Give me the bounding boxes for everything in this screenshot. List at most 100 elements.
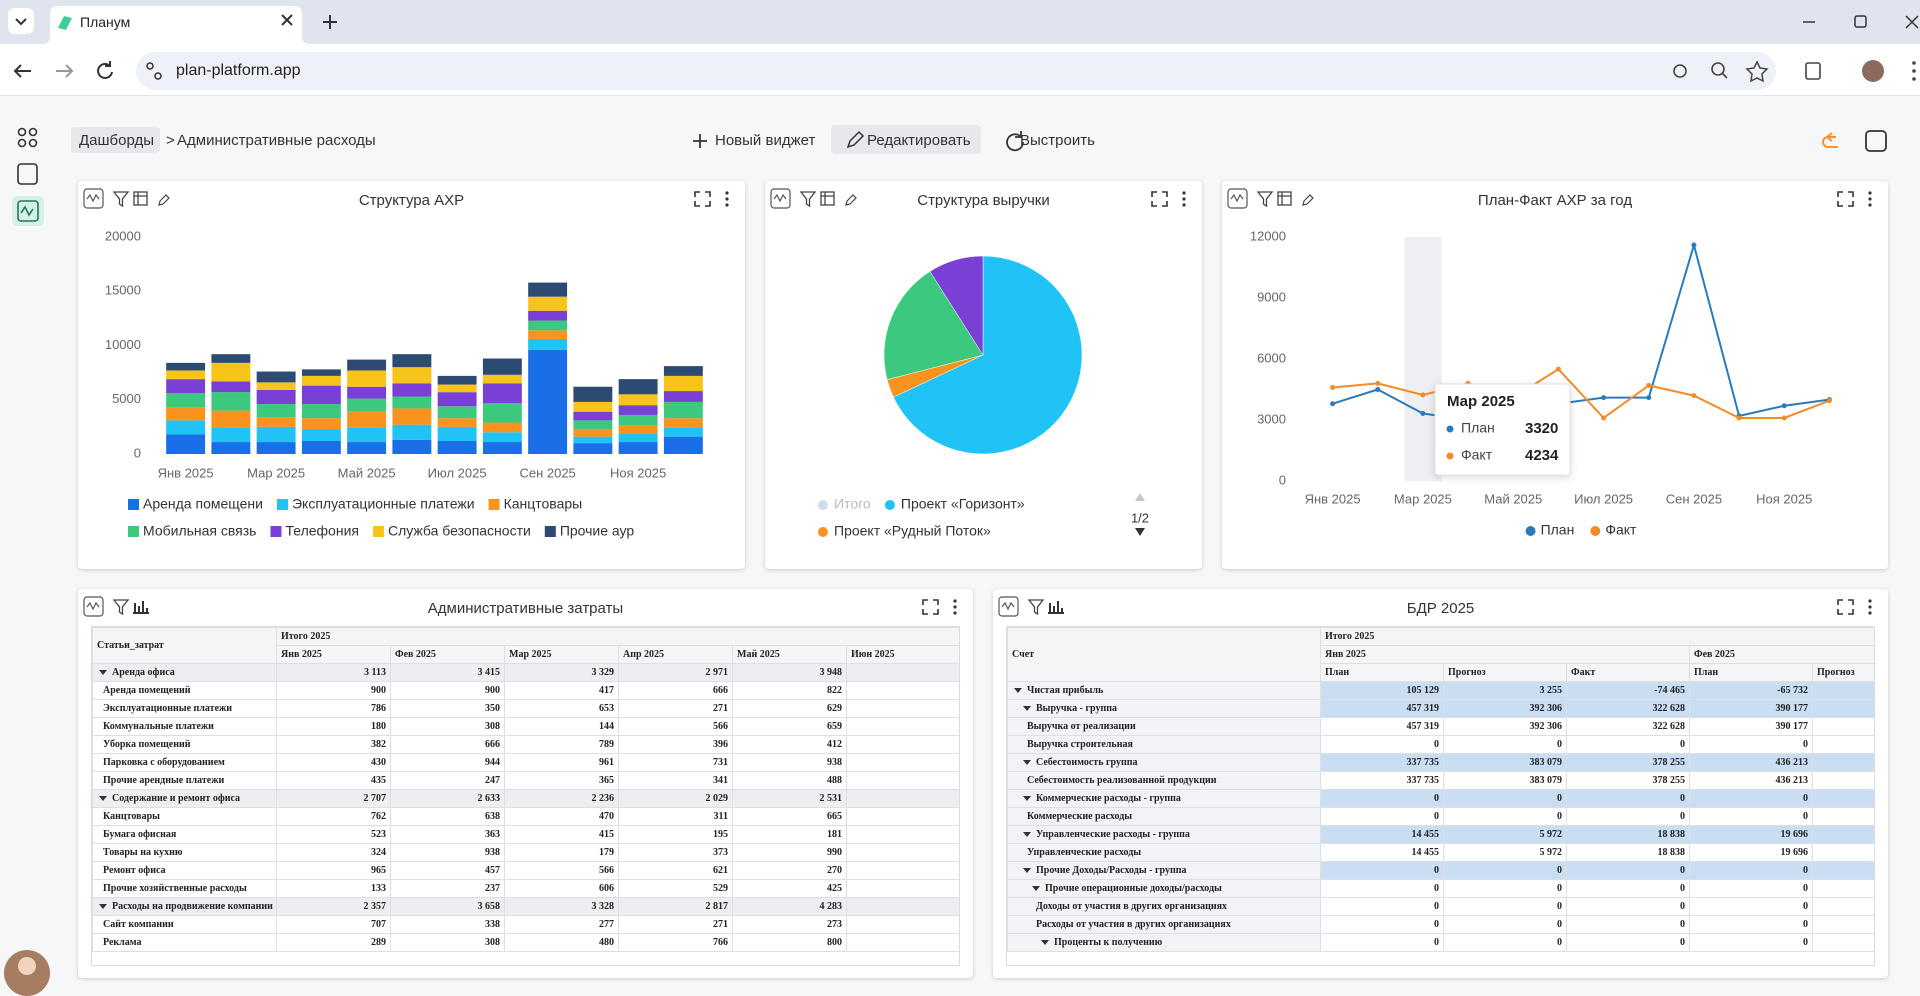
group-row[interactable]: Выручка - группа457 319392 306322 628390… [1008, 700, 1876, 718]
close-window[interactable] [1906, 16, 1918, 28]
legend-item[interactable]: Мобильная связь [128, 523, 256, 539]
expand-caret[interactable] [1023, 760, 1031, 765]
menu-dot[interactable] [953, 611, 956, 614]
menu-dot[interactable] [1182, 191, 1185, 194]
value-cell: 436 213 [1690, 772, 1813, 790]
group-row[interactable]: Себестоимость группа337 735383 079378 25… [1008, 754, 1876, 772]
group-row[interactable]: Управленческие расходы - группа14 4555 9… [1008, 826, 1876, 844]
save-icon[interactable] [1866, 131, 1886, 151]
group-row[interactable]: Расходы на продвижение компании2 3573 65… [93, 898, 961, 916]
legend-item[interactable]: Проект «Рудный Поток» [818, 523, 991, 539]
fullscreen-icon[interactable] [923, 600, 938, 614]
fullscreen-icon[interactable] [1838, 600, 1853, 614]
filter-icon[interactable] [114, 192, 128, 206]
help-icon[interactable] [18, 164, 37, 184]
legend-item[interactable]: Эксплуатационные платежи [277, 496, 475, 512]
fullscreen-icon[interactable] [1838, 192, 1853, 206]
filter-icon[interactable] [114, 600, 128, 614]
value-cell [1813, 736, 1876, 754]
undo-icon[interactable] [1823, 133, 1838, 147]
menu-dot[interactable] [725, 197, 728, 200]
tab-menu-button[interactable] [8, 8, 34, 34]
legend-item[interactable]: Служба безопасности [373, 523, 531, 539]
value-cell: 2 817 [619, 898, 733, 916]
expand-caret[interactable] [99, 796, 107, 801]
expand-caret[interactable] [1023, 868, 1031, 873]
widget-type-icon [1002, 603, 1014, 609]
group-row[interactable]: Аренда офиса3 1133 4153 3292 9713 948 [93, 664, 961, 682]
menu-dot[interactable] [1868, 605, 1871, 608]
plus-icon[interactable] [693, 134, 707, 148]
legend-item[interactable]: Прочие аур [545, 523, 635, 539]
apps-icon[interactable] [19, 129, 37, 147]
bar-segment [166, 407, 205, 420]
group-row[interactable]: Чистая прибыль105 1293 255-74 465-65 732 [1008, 682, 1876, 700]
value-cell: 0 [1567, 808, 1690, 826]
menu-dot[interactable] [1868, 197, 1871, 200]
total-header: Итого 2025 [277, 628, 961, 646]
menu-dot[interactable] [953, 605, 956, 608]
table-icon[interactable] [821, 192, 834, 205]
expand-caret[interactable] [99, 670, 107, 675]
legend-page-down[interactable] [1135, 528, 1145, 536]
group-row[interactable]: Содержание и ремонт офиса2 7072 6332 236… [93, 790, 961, 808]
table-icon[interactable] [134, 192, 147, 205]
menu-dot[interactable] [1182, 203, 1185, 206]
menu-dot[interactable] [1868, 203, 1871, 206]
expand-caret[interactable] [1014, 688, 1022, 693]
url-text[interactable]: plan-platform.app [176, 63, 301, 79]
group-row[interactable]: Прочие Доходы/Расходы - группа0000 [1008, 862, 1876, 880]
expand-caret[interactable] [1041, 940, 1049, 945]
chart-view-icon[interactable] [1048, 601, 1064, 613]
legend-item[interactable]: План [1526, 522, 1575, 538]
edit-icon[interactable] [1303, 195, 1313, 205]
filter-icon[interactable] [1258, 192, 1272, 206]
chart-view-icon[interactable] [133, 601, 149, 613]
expand-caret[interactable] [99, 904, 107, 909]
menu-dot[interactable] [1182, 197, 1185, 200]
edit-button[interactable]: Редактировать [867, 133, 971, 148]
new-tab[interactable] [323, 15, 337, 29]
fullscreen-icon[interactable] [1152, 192, 1167, 206]
group-row[interactable]: Коммерческие расходы - группа0000 [1008, 790, 1876, 808]
menu-dot[interactable] [725, 203, 728, 206]
expand-caret[interactable] [1023, 706, 1031, 711]
address-field[interactable] [136, 52, 1776, 90]
profile-avatar[interactable] [1862, 60, 1884, 82]
row-label: Расходы от участия в других организациях [1036, 919, 1231, 930]
breadcrumb-root[interactable]: Дашборды [79, 133, 154, 148]
group-row[interactable]: Прочие операционные доходы/расходы0000 [1008, 880, 1876, 898]
legend-item[interactable]: Факт [1590, 522, 1637, 538]
menu-dot[interactable] [1912, 61, 1916, 65]
expand-caret[interactable] [1023, 796, 1031, 801]
menu-dot[interactable] [725, 191, 728, 194]
legend-page-up[interactable] [1135, 493, 1145, 501]
maximize[interactable] [1855, 16, 1866, 27]
group-row[interactable]: Проценты к получению0000 [1008, 934, 1876, 952]
legend-item[interactable]: Аренда помещени [128, 496, 263, 512]
legend-item[interactable]: Итого [818, 496, 871, 512]
legend-item[interactable]: Проект «Горизонт» [885, 496, 1025, 512]
menu-dot[interactable] [1868, 611, 1871, 614]
new-widget-button[interactable]: Новый виджет [715, 133, 815, 148]
expand-caret[interactable] [1023, 832, 1031, 837]
filter-icon[interactable] [1029, 600, 1043, 614]
data-row: Уборка помещений382666789396412 [93, 736, 961, 754]
table-icon[interactable] [1278, 192, 1291, 205]
menu-dot[interactable] [1868, 191, 1871, 194]
edit-icon[interactable] [159, 195, 169, 205]
edit-icon[interactable] [846, 195, 856, 205]
menu-dot[interactable] [1868, 599, 1871, 602]
arrange-button[interactable]: Выстроить [1020, 133, 1095, 148]
legend-item[interactable]: Канцтовары [489, 496, 583, 512]
fullscreen-icon[interactable] [695, 192, 710, 206]
value-cell [1813, 718, 1876, 736]
value-cell: 18 838 [1567, 826, 1690, 844]
legend-item[interactable]: Телефония [270, 523, 358, 539]
filter-icon[interactable] [801, 192, 815, 206]
value-cell: 0 [1567, 736, 1690, 754]
row-header: Уборка помещений [93, 736, 277, 754]
pencil-icon[interactable] [848, 132, 863, 147]
menu-dot[interactable] [953, 599, 956, 602]
expand-caret[interactable] [1032, 886, 1040, 891]
